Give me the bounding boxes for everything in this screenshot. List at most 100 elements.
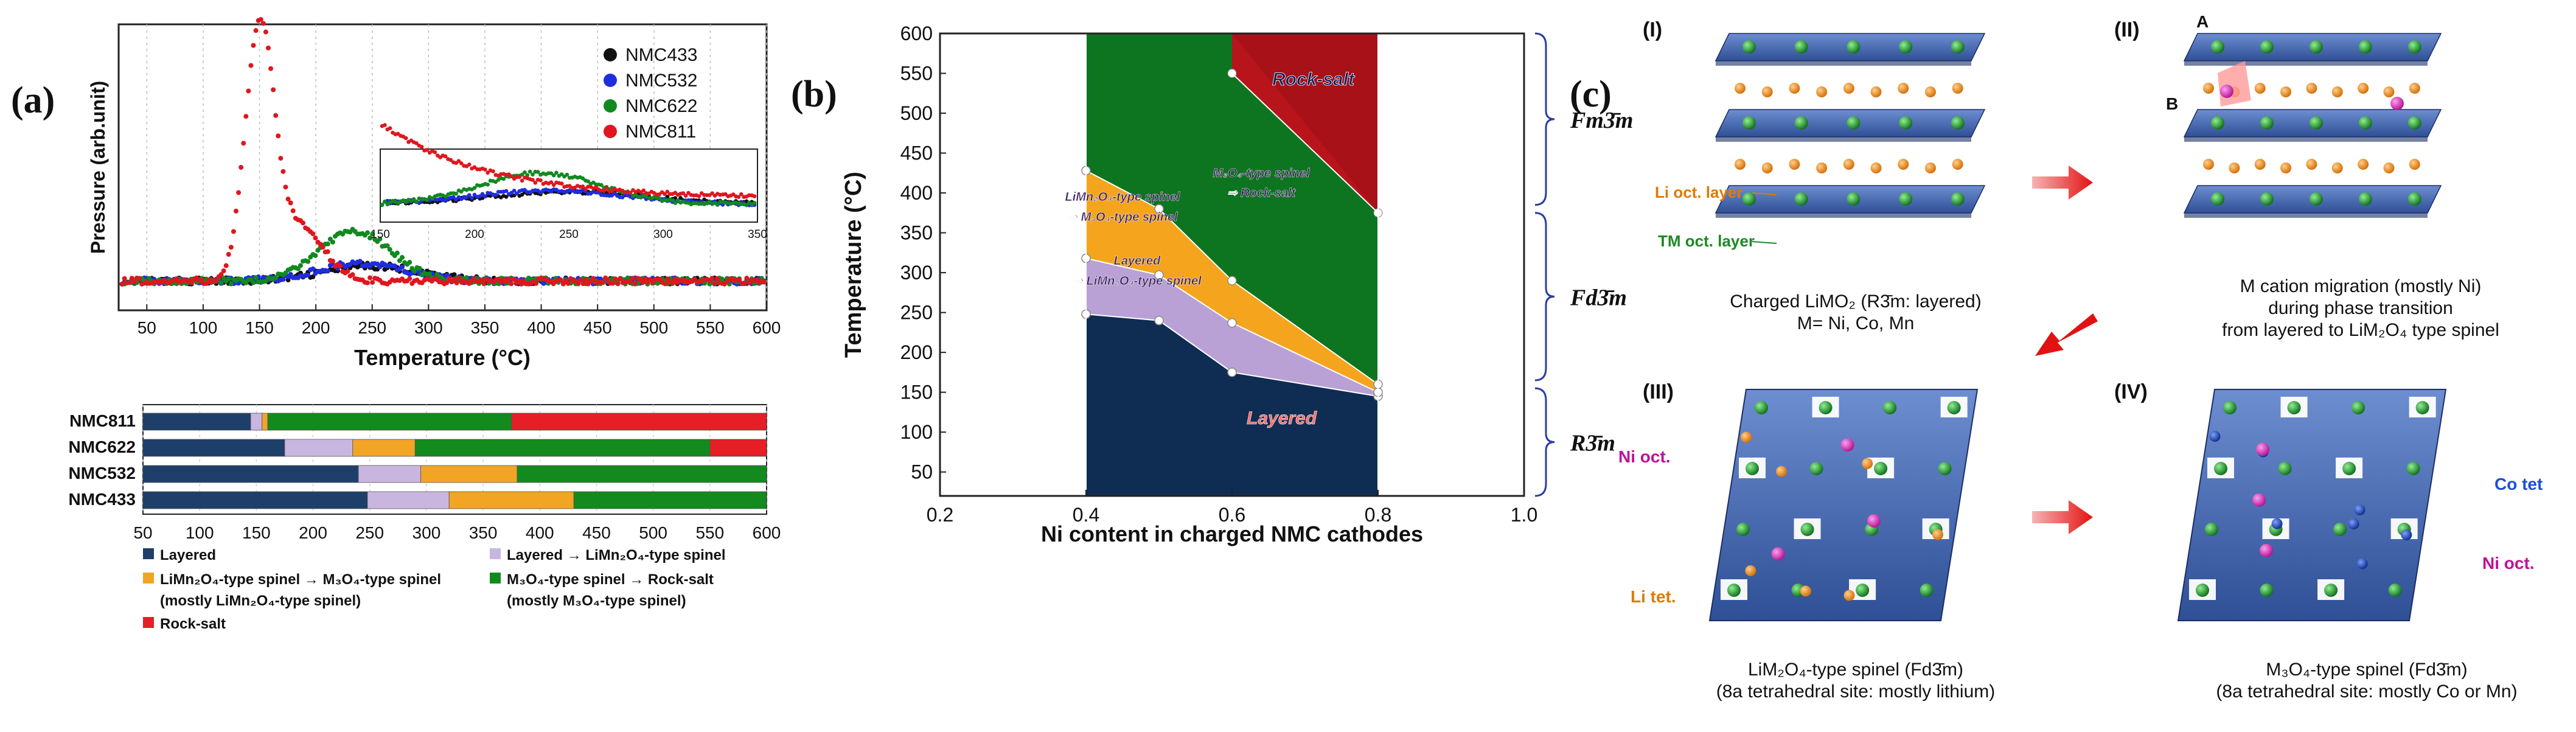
region-rocksalt-shade [1232, 33, 1378, 213]
x-tick-label: 200 [302, 318, 330, 337]
data-point [640, 280, 646, 285]
inset-data-point [520, 178, 524, 183]
data-point [238, 165, 244, 170]
li-atom [1776, 465, 1788, 477]
li-atom [2306, 159, 2317, 170]
panel-b-label: (b) [791, 74, 837, 115]
tm-atom [1847, 116, 1861, 130]
inset-data-point [504, 189, 509, 193]
caption-line: Charged LiMO₂ (R3̄m: layered) [1730, 291, 1981, 312]
label-m3o4-rocksalt: M₃O₄-type spinel [1213, 167, 1310, 180]
inset-series-nmc622 [380, 169, 757, 207]
bar-segment [448, 491, 574, 509]
data-point [578, 277, 583, 283]
legend-entry: M₃O₄-type spinel → Rock-salt [507, 571, 714, 588]
subpanel-label: (I) [1643, 18, 1662, 41]
tm-atom [1951, 116, 1965, 130]
tm-atom [1899, 116, 1913, 130]
x-tick-label: 150 [245, 318, 274, 337]
data-point [122, 276, 127, 281]
inset-data-point [486, 170, 490, 175]
li-atom [1932, 529, 1943, 540]
data-point [709, 276, 715, 281]
pressure-ticks: 50 100 150 200 250 300 350 400 450 500 550 600 [138, 304, 781, 337]
li-atom [1789, 159, 1800, 170]
y-tick-label: 500 [900, 102, 933, 124]
data-point [719, 276, 725, 282]
space-group-label: Fm3̄m [1570, 108, 1633, 133]
data-point [260, 21, 266, 26]
li-layer [2203, 159, 2420, 173]
y-tick-label: 150 [900, 382, 933, 403]
tm-atom [2309, 40, 2323, 54]
x-tick-label: 250 [358, 318, 386, 337]
inset-data-point [549, 189, 554, 194]
boundary-line [1231, 72, 1379, 214]
x-tick-label: 300 [413, 523, 441, 542]
li-atom [2409, 159, 2420, 170]
inset-data-point [549, 180, 554, 184]
bar-segment [250, 413, 263, 431]
x-tick-label: 350 [471, 318, 500, 337]
li-atom [2203, 159, 2214, 170]
legend-marker [604, 74, 617, 87]
data-point [313, 253, 318, 259]
pressure-inset: 150 200 250 300 350 [371, 123, 767, 241]
x-tick-label: 100 [186, 523, 214, 542]
inset-data-point [403, 200, 408, 204]
inset-tick-label: 350 [748, 228, 767, 241]
bar-segment [367, 491, 450, 509]
tm-atom [2333, 523, 2347, 536]
bar-segment [142, 491, 368, 509]
inset-data-point [454, 197, 458, 202]
data-point [511, 276, 517, 282]
annotation: Ni oct. [1618, 447, 1671, 466]
co-atom [2209, 431, 2221, 442]
li-atom [1898, 159, 1909, 170]
data-point [246, 88, 251, 94]
li-atom [1816, 86, 1828, 97]
data-point [613, 276, 618, 282]
inset-data-point [443, 194, 448, 199]
bar-segment [517, 465, 767, 483]
tm-layer [1714, 33, 1986, 66]
legend-swatch [143, 573, 154, 584]
data-point [298, 263, 303, 268]
tm-atom [1951, 40, 1965, 54]
co-atom [2356, 558, 2368, 570]
tm-atom [1794, 40, 1808, 54]
legend-entry: (mostly LiMn₂O₄-type spinel) [160, 593, 361, 609]
tm-atom [2214, 462, 2227, 475]
x-tick-label: 0.4 [1073, 504, 1099, 526]
x-tick-label: 200 [299, 523, 327, 542]
data-point [174, 276, 179, 282]
inset-tick-label: 250 [559, 228, 579, 241]
data-point [320, 245, 325, 250]
li-atom [2331, 162, 2343, 173]
tm-atom [2342, 462, 2356, 475]
data-point [325, 268, 330, 274]
data-point [479, 277, 484, 283]
data-point [506, 276, 512, 282]
inset-data-point [451, 195, 456, 200]
label-limn-m3o4: ⇒ M₃O₄-type spinel [1067, 211, 1178, 224]
label-layered: Layered [1247, 408, 1317, 428]
inset-data-point [707, 199, 712, 204]
inset-data-point [752, 194, 757, 198]
y-tick-label: 550 [900, 63, 933, 85]
inset-data-point [554, 170, 559, 175]
inset-tick-label: 150 [371, 228, 390, 241]
legend-swatch [143, 617, 154, 628]
inset-data-point [586, 179, 590, 184]
data-point [456, 276, 462, 281]
tm-layer [1714, 185, 1986, 218]
data-point [288, 271, 293, 277]
data-point [615, 281, 621, 287]
legend-entry: (mostly M₃O₄-type spinel) [507, 593, 686, 609]
data-point [223, 263, 229, 268]
y-tick-label: 350 [900, 222, 933, 244]
tm-atom [2211, 116, 2224, 130]
inset-data-point [665, 189, 670, 194]
data-point [400, 265, 405, 270]
